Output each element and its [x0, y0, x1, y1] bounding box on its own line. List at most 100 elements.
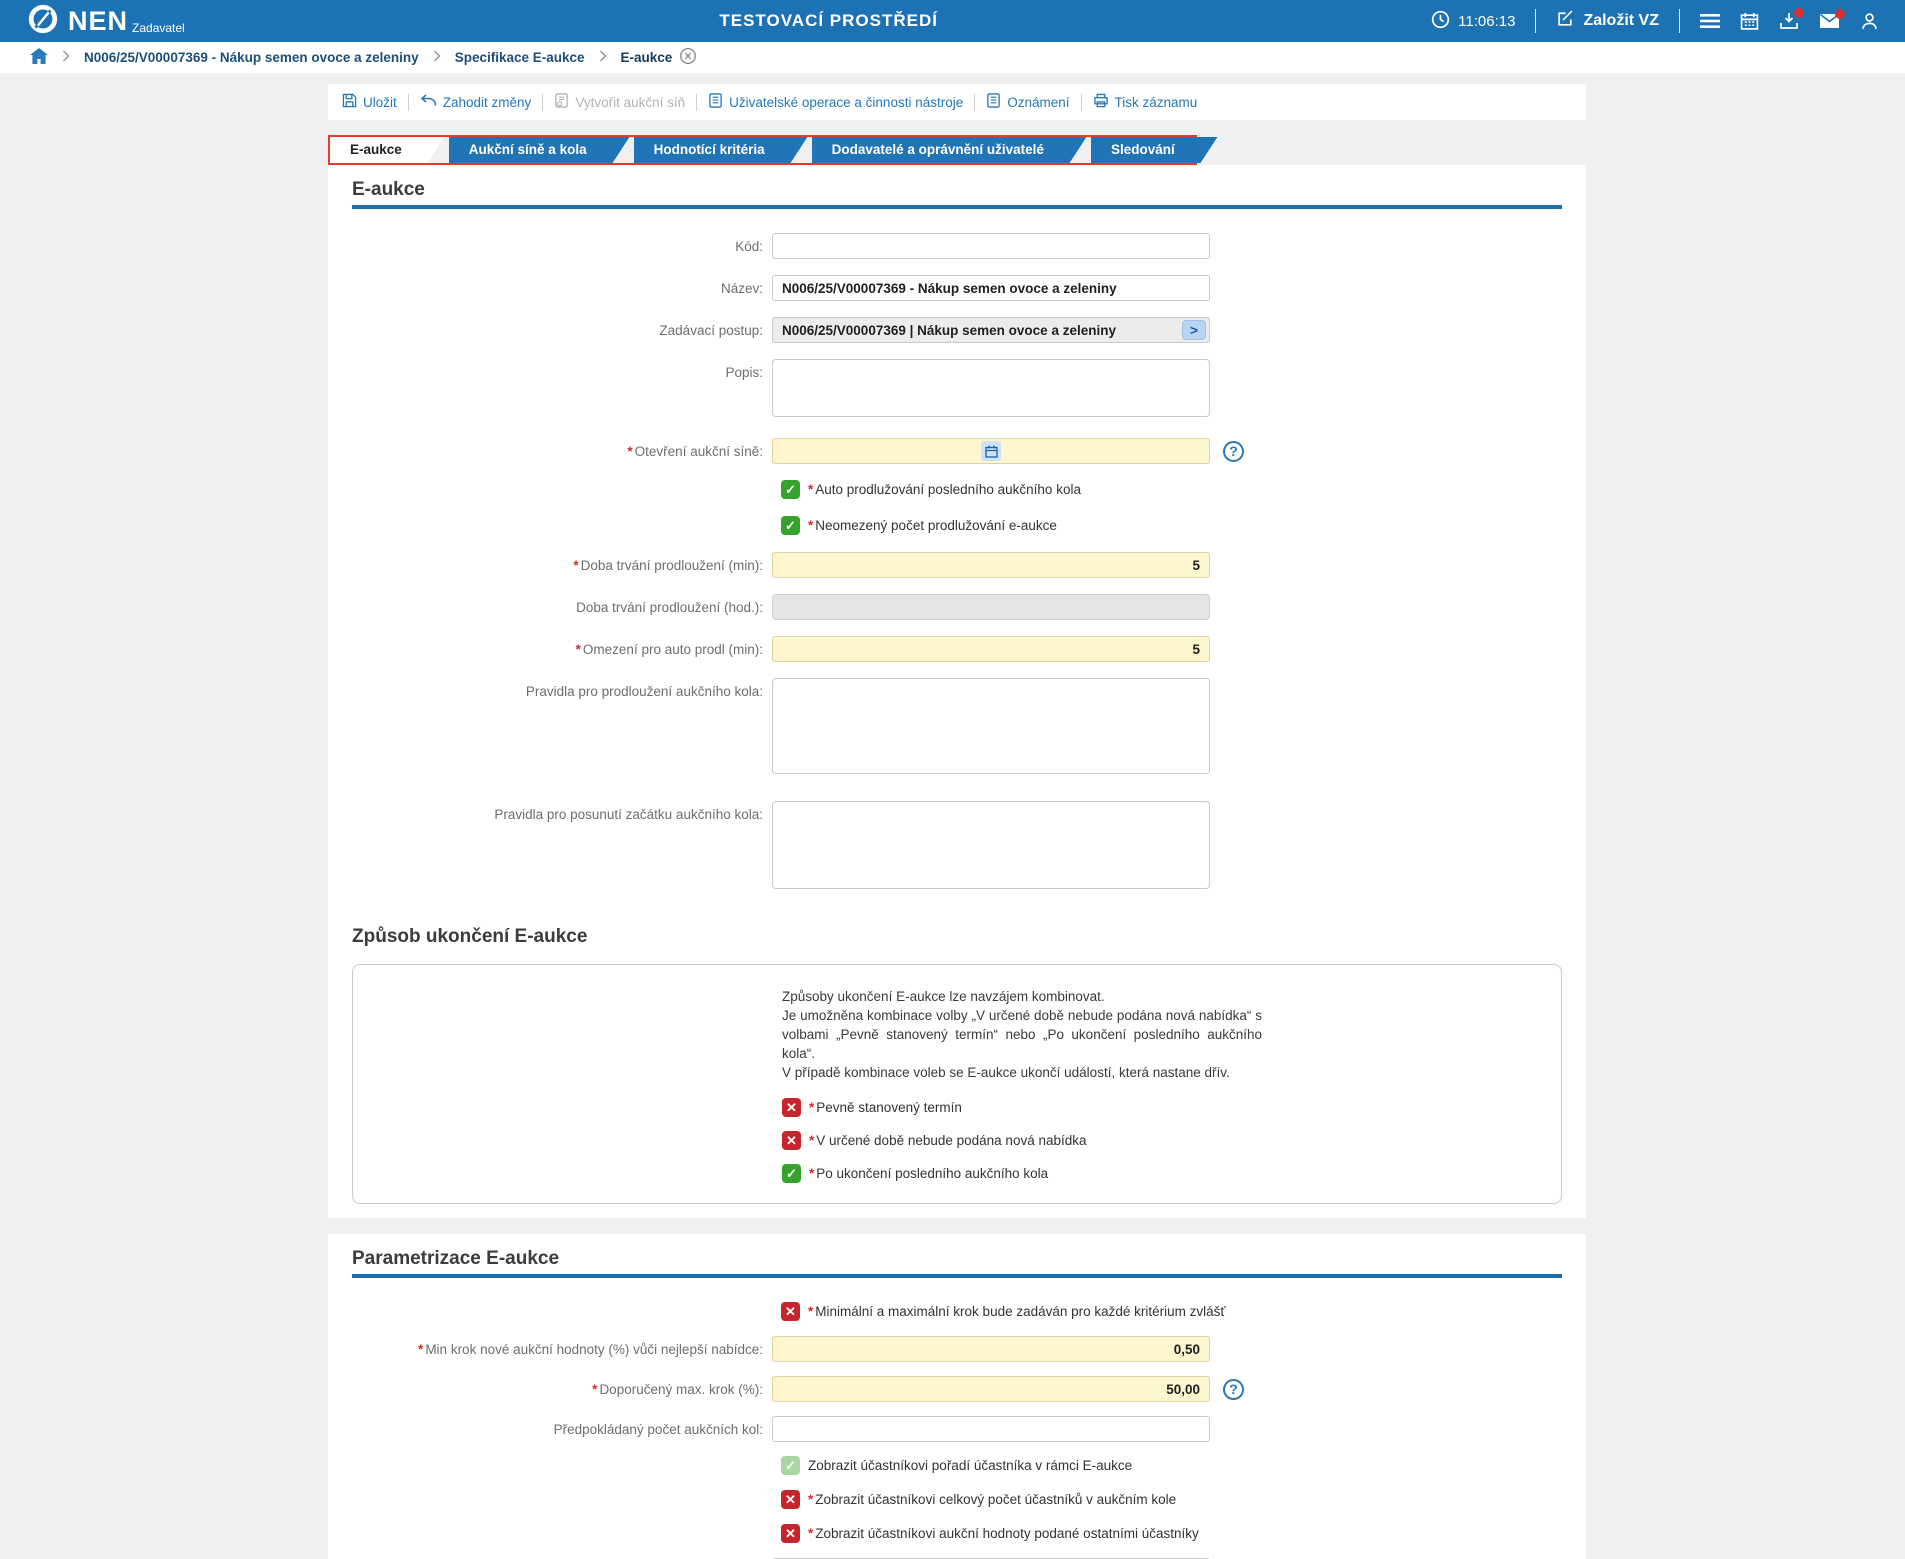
- checkbox-row-poradi-ucastnika: ✓ Zobrazit účastníkovi pořadí účastníka …: [781, 1456, 1562, 1475]
- home-icon[interactable]: [30, 48, 48, 67]
- breadcrumb-item-current: E-aukce: [621, 47, 698, 68]
- min-krok-input[interactable]: [772, 1336, 1210, 1362]
- checkbox-row-neomezeny-pocet: ✓ * Neomezený počet prodlužování e-aukce: [781, 516, 1562, 535]
- checkbox-row-aukcni-hodnoty: ✕ * Zobrazit účastníkovi aukční hodnoty p…: [781, 1524, 1562, 1543]
- tab-e-aukce[interactable]: E-aukce: [330, 137, 422, 163]
- edit-icon: [1556, 9, 1575, 33]
- checkbox-label: Zobrazit účastníkovi pořadí účastníka v …: [808, 1458, 1133, 1473]
- discard-changes-button[interactable]: Zahodit změny: [420, 93, 531, 111]
- print-record-button[interactable]: Tisk záznamu: [1093, 93, 1197, 111]
- tab-strip: E-aukce Aukční síně a kola Hodnotící kri…: [328, 135, 1197, 165]
- section-title-e-aukce: E-aukce: [352, 173, 1562, 209]
- field-row-doba-trvani-min: * Doba trvání prodloužení (min):: [352, 552, 1562, 578]
- breadcrumb: N006/25/V00007369 - Nákup semen ovoce a …: [0, 42, 1905, 73]
- checkbox-row-po-ukonceni: ✓ * Po ukončení posledního aukčního kola: [782, 1164, 1521, 1183]
- checkbox-label: * Zobrazit účastníkovi aukční hodnoty pod…: [808, 1526, 1199, 1541]
- record-toolbar: Uložit Zahodit změny Vytvořit aukční síň…: [328, 84, 1586, 120]
- calendar-button[interactable]: [1740, 12, 1759, 31]
- zadavaci-postup-input: [772, 317, 1210, 343]
- menu-button[interactable]: [1700, 13, 1720, 29]
- kod-input[interactable]: [772, 233, 1210, 259]
- checkbox-crossed[interactable]: ✕: [782, 1098, 801, 1117]
- checkbox-checked[interactable]: ✓: [782, 1164, 801, 1183]
- breadcrumb-item-procedure[interactable]: N006/25/V00007369 - Nákup semen ovoce a …: [84, 50, 419, 65]
- checkbox-crossed[interactable]: ✕: [781, 1524, 800, 1543]
- checkbox-crossed[interactable]: ✕: [782, 1131, 801, 1150]
- messages-button[interactable]: [1819, 9, 1845, 29]
- field-row-zadavaci-postup: Zadávací postup: >: [352, 317, 1562, 343]
- omezeni-auto-prodl-input[interactable]: [772, 636, 1210, 662]
- field-label-min-krok: * Min krok nové aukční hodnoty (%) vůči n…: [418, 1341, 763, 1357]
- breadcrumb-item-specifikace[interactable]: Specifikace E-aukce: [454, 50, 585, 65]
- user-profile-button[interactable]: [1860, 12, 1879, 31]
- save-icon: [342, 93, 357, 111]
- section-title-zpusob-ukonceni: Způsob ukončení E-aukce: [352, 926, 588, 947]
- separator: [1535, 9, 1537, 33]
- field-row-pravidla-posunuti: Pravidla pro posunutí začátku aukčního k…: [352, 801, 1562, 894]
- checkbox-crossed[interactable]: ✕: [781, 1490, 800, 1509]
- field-row-min-krok: * Min krok nové aukční hodnoty (%) vůči n…: [352, 1336, 1562, 1362]
- create-auction-room-button: Vytvořit aukční síň: [554, 93, 685, 111]
- checkbox-label: * Zobrazit účastníkovi celkový počet účas…: [808, 1492, 1177, 1507]
- nazev-input[interactable]: [772, 275, 1210, 301]
- section-title-parametrizace: Parametrizace E-aukce: [352, 1242, 1562, 1278]
- field-row-doporuceny-max-krok: *Doporučený max. krok (%): ?: [352, 1376, 1562, 1402]
- checkbox-label: * Neomezený počet prodlužování e-aukce: [808, 518, 1057, 533]
- separator: [542, 93, 544, 111]
- field-label-zadavaci-postup: Zadávací postup:: [659, 322, 763, 338]
- parametrizace-panel: Parametrizace E-aukce ✕ * Minimální a max…: [328, 1234, 1586, 1559]
- nen-logo[interactable]: NEN Zadavatel: [26, 2, 185, 41]
- doporuceny-max-krok-input[interactable]: [772, 1376, 1210, 1402]
- separator: [696, 93, 698, 111]
- open-procedure-button[interactable]: >: [1182, 320, 1206, 340]
- field-label-omezeni: * Omezení pro auto prodl (min):: [575, 641, 763, 657]
- separator: [1679, 9, 1680, 33]
- pravidla-posunuti-textarea[interactable]: [772, 801, 1210, 889]
- checkbox-label: * V určené době nebude podána nová nabídk…: [809, 1133, 1087, 1148]
- checkbox-checked-disabled: ✓: [781, 1456, 800, 1475]
- environment-title: TESTOVACÍ PROSTŘEDÍ: [719, 11, 938, 30]
- tab-dodavatele-a-opravneni-uzivatele[interactable]: Dodavatelé a oprávnění uživatelé: [811, 137, 1064, 163]
- clock-icon: [1431, 10, 1450, 33]
- separator: [1080, 93, 1082, 111]
- downloads-button[interactable]: [1779, 7, 1804, 31]
- tab-aukcni-sine-a-kola[interactable]: Aukční síně a kola: [448, 137, 607, 163]
- field-label-doba-hod: Doba trvání prodloužení (hod.):: [576, 599, 763, 615]
- checkbox-checked[interactable]: ✓: [781, 480, 800, 499]
- field-row-pocet-aukcnich-kol: Předpokládaný počet aukčních kol:: [352, 1416, 1562, 1442]
- create-vz-button[interactable]: Založit VZ: [1556, 9, 1659, 33]
- field-row-omezeni-auto-prodl: * Omezení pro auto prodl (min):: [352, 636, 1562, 662]
- e-aukce-panel: E-aukce Kód: Název: Zadávací postup: > P…: [328, 165, 1586, 1218]
- doba-trvani-min-input[interactable]: [772, 552, 1210, 578]
- popis-textarea[interactable]: [772, 359, 1210, 417]
- brand-role: Zadavatel: [132, 20, 185, 35]
- notification-dot: [1835, 9, 1845, 19]
- checkbox-row-pevny-termin: ✕ * Pevně stanovený termín: [782, 1098, 1521, 1117]
- separator: [974, 93, 976, 111]
- close-tab-icon[interactable]: [679, 47, 697, 68]
- document-icon: [986, 93, 1001, 111]
- help-icon[interactable]: ?: [1223, 440, 1244, 462]
- printer-icon: [1093, 93, 1109, 111]
- field-row-nazev: Název:: [352, 275, 1562, 301]
- brand-name: NEN: [68, 5, 129, 36]
- field-label-pocet-kol: Předpokládaný počet aukčních kol:: [553, 1421, 763, 1437]
- user-operations-button[interactable]: Uživatelské operace a činnosti nástroje: [708, 93, 963, 111]
- field-label-pravidla-prodlouzeni: Pravidla pro prodloužení aukčního kola:: [525, 684, 763, 699]
- pravidla-prodlouzeni-textarea[interactable]: [772, 678, 1210, 774]
- checkbox-checked[interactable]: ✓: [781, 516, 800, 535]
- tab-hodnotici-kriteria[interactable]: Hodnotící kritéria: [633, 137, 785, 163]
- calendar-picker-icon[interactable]: [981, 441, 1001, 461]
- save-button[interactable]: Uložit: [342, 93, 397, 111]
- tab-sledovani[interactable]: Sledování: [1090, 137, 1195, 163]
- field-label-pravidla-posunuti: Pravidla pro posunutí začátku aukčního k…: [494, 807, 763, 822]
- chevron-right-icon: [433, 50, 441, 65]
- pocet-aukcnich-kol-input[interactable]: [772, 1416, 1210, 1442]
- help-icon[interactable]: ?: [1223, 1378, 1244, 1400]
- announcements-button[interactable]: Oznámení: [986, 93, 1070, 111]
- checkbox-label: * Minimální a maximální krok bude zadáván…: [808, 1304, 1226, 1319]
- field-label-kod: Kód:: [735, 238, 763, 254]
- checkbox-row-celkovy-pocet: ✕ * Zobrazit účastníkovi celkový počet úč…: [781, 1490, 1562, 1509]
- checkbox-crossed[interactable]: ✕: [781, 1302, 800, 1321]
- document-icon: [708, 93, 723, 111]
